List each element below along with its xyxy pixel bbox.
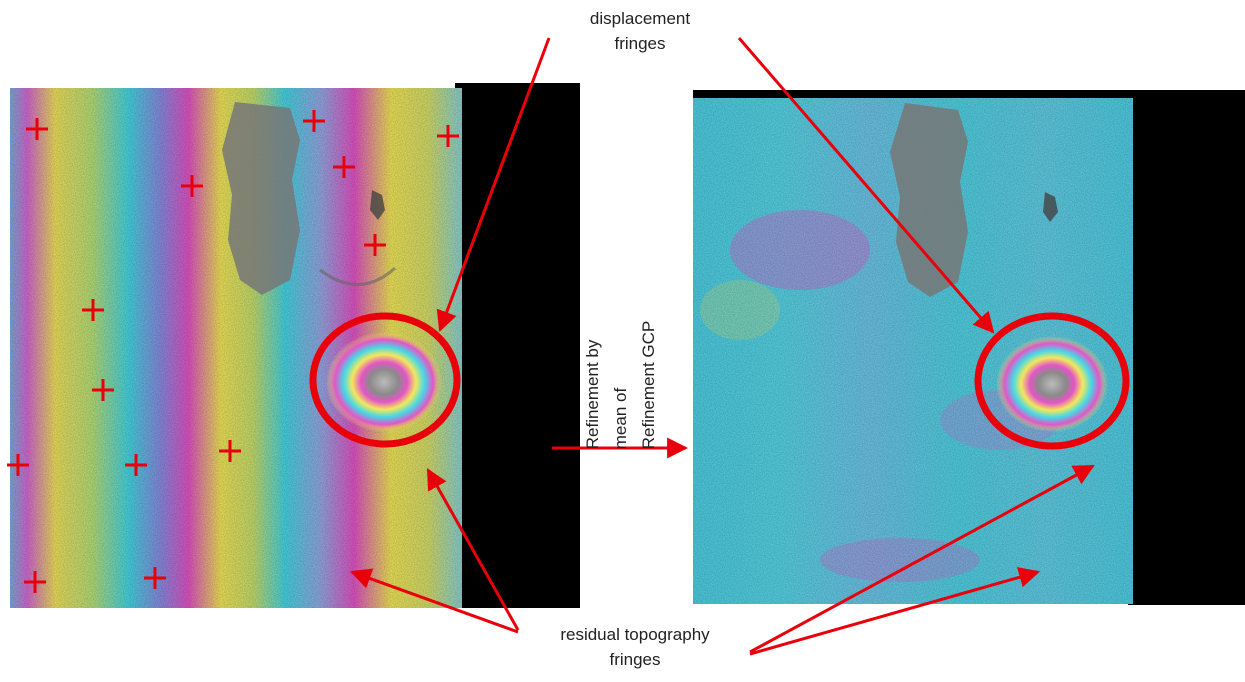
arrow-displacement-right	[737, 37, 995, 334]
gcp-cross	[181, 175, 203, 197]
right-small-island	[1043, 192, 1058, 222]
gcp-cross	[144, 567, 166, 589]
right-black-top	[693, 90, 1133, 98]
gcp-cross	[26, 118, 48, 140]
left-earthquake-fringes	[326, 332, 442, 432]
gcp-cross	[92, 379, 114, 401]
left-interferogram-panel	[10, 83, 580, 608]
arrow-topography-right-2	[749, 567, 1041, 656]
arrow-displacement-left	[436, 37, 551, 332]
left-black-mask	[455, 83, 580, 608]
right-interferogram-panel	[693, 90, 1245, 605]
displacement-label-line-2: fringes	[614, 34, 666, 53]
residual-topography-label: residual topography fringes	[520, 622, 750, 672]
gcp-cross	[7, 454, 29, 476]
gcp-cross	[125, 454, 147, 476]
left-coastline-arc	[319, 266, 397, 286]
arrow-topography-right-1	[749, 464, 1095, 654]
gcp-cross	[333, 156, 355, 178]
refinement-label-line-2: mean of	[611, 387, 630, 450]
arrow-topography-left-1	[426, 468, 520, 631]
right-displacement-circle	[974, 312, 1130, 450]
topography-label-line-1: residual topography	[560, 625, 710, 644]
right-black-mask	[1128, 90, 1245, 605]
refinement-label-line-3: Refinement GCP	[639, 320, 658, 450]
right-island-shape	[890, 103, 968, 297]
gcp-cross	[364, 234, 386, 256]
topography-label-line-2: fringes	[609, 650, 661, 669]
gcp-cross	[82, 299, 104, 321]
gcp-cross	[24, 571, 46, 593]
gcp-markers	[7, 110, 459, 593]
left-island-shape	[222, 102, 300, 295]
displacement-label-line-1: displacement	[589, 9, 691, 28]
annotation-arrows	[350, 37, 1095, 656]
gcp-cross	[219, 440, 241, 462]
left-small-island	[370, 190, 385, 220]
refinement-label-line-1: Refinement by	[583, 339, 602, 450]
left-displacement-circle	[309, 312, 461, 448]
right-earthquake-fringes	[996, 336, 1108, 432]
displacement-fringes-label: displacement fringes	[555, 6, 725, 56]
gcp-cross	[303, 110, 325, 132]
arrow-topography-left-2	[350, 568, 519, 634]
gcp-cross	[437, 125, 459, 147]
